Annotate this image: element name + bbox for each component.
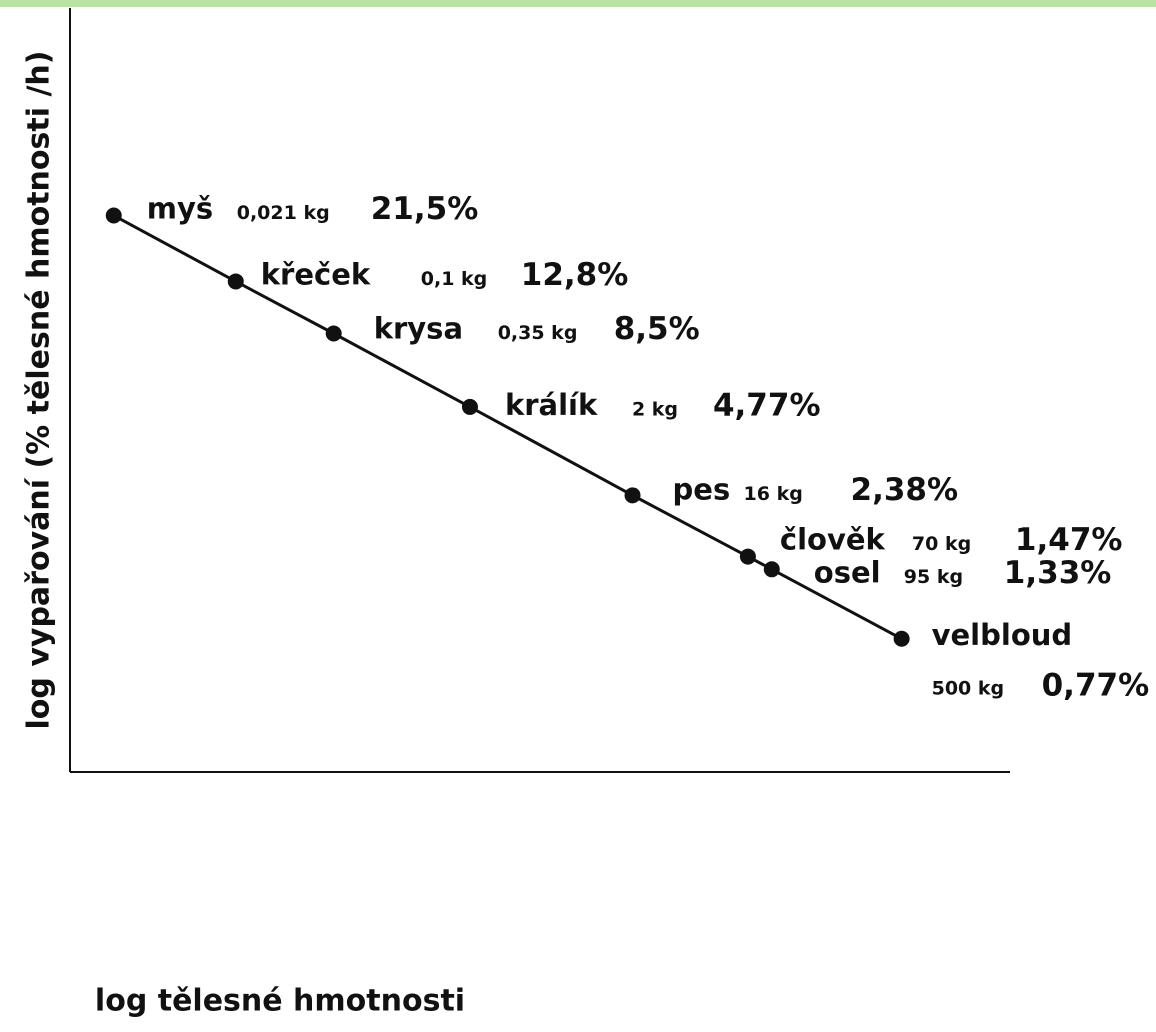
point xyxy=(739,548,756,565)
value-label: 2,38% xyxy=(851,472,959,508)
mass-label: 0,1 kg xyxy=(421,268,488,290)
mass-label: 500 kg xyxy=(932,677,1005,699)
point-label: myš xyxy=(147,192,213,226)
value-label: 4,77% xyxy=(713,387,821,423)
mass-label: 2 kg xyxy=(632,398,678,420)
mass-label: 70 kg xyxy=(912,533,971,555)
x-axis-title: log tělesné hmotnosti xyxy=(95,984,465,1019)
point-label: osel xyxy=(814,555,881,589)
mass-label: 95 kg xyxy=(904,566,963,588)
y-axis-title: log vypařování (% tělesné hmotnosti /h) xyxy=(22,51,57,730)
point xyxy=(325,325,342,342)
point xyxy=(227,273,244,290)
top-bar xyxy=(0,0,1156,7)
point xyxy=(105,207,122,224)
point-label: člověk xyxy=(780,523,886,557)
point-label: krysa xyxy=(374,311,463,345)
mass-label: 0,35 kg xyxy=(498,322,578,344)
point xyxy=(893,630,910,647)
value-label: 21,5% xyxy=(371,191,479,227)
point-label: králík xyxy=(505,388,598,422)
value-label: 12,8% xyxy=(521,257,629,293)
point xyxy=(624,487,641,504)
mass-label: 0,021 kg xyxy=(237,202,330,224)
point-label: pes xyxy=(673,472,731,506)
mass-label: 16 kg xyxy=(744,483,803,505)
point xyxy=(461,398,478,415)
point xyxy=(763,561,780,578)
point-label: křeček xyxy=(261,257,371,291)
value-label: 1,47% xyxy=(1015,522,1123,558)
point-label: velbloud xyxy=(932,618,1073,652)
value-label: 1,33% xyxy=(1004,555,1112,591)
value-label: 0,77% xyxy=(1042,667,1150,703)
value-label: 8,5% xyxy=(614,311,700,347)
